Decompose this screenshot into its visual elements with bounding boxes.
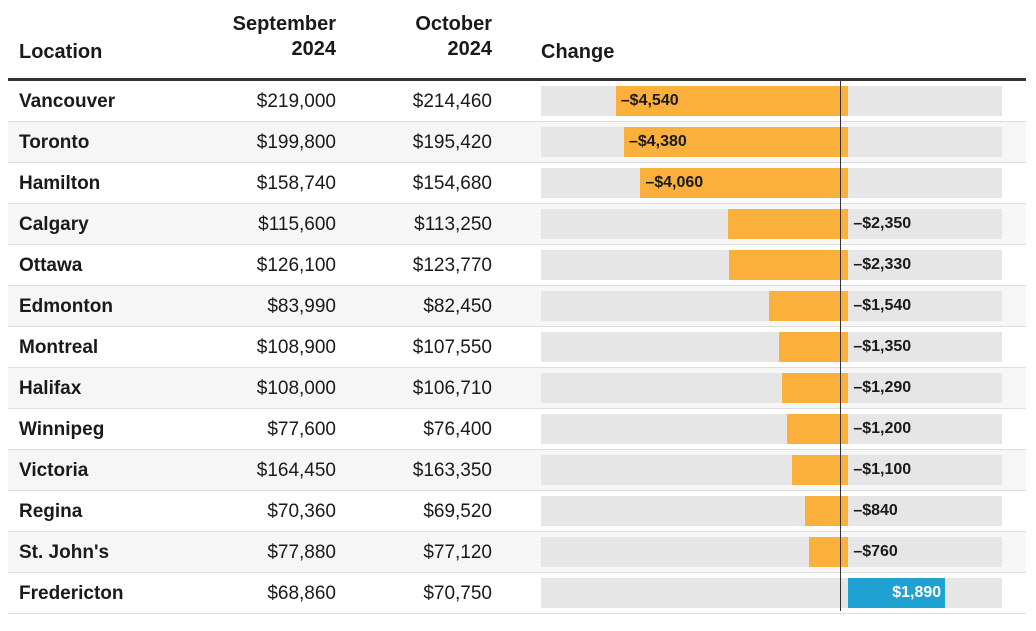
september-value-cell: $164,450 <box>256 460 336 481</box>
change-bar-negative <box>769 291 849 321</box>
header-october-line2: 2024 <box>447 38 493 60</box>
change-value-label: –$840 <box>853 502 898 519</box>
change-bar-track <box>541 496 1002 526</box>
change-bar-track <box>541 332 1002 362</box>
table-row: Victoria $164,450 $163,350 –$1,100 <box>8 450 1026 491</box>
table-header: Location September 2024 October 2024 Cha… <box>8 0 1026 81</box>
table-row: Calgary $115,600 $113,250 –$2,350 <box>8 204 1026 245</box>
change-bar-negative <box>779 332 849 362</box>
header-september-line2: 2024 <box>291 38 337 60</box>
october-value-cell: $106,710 <box>412 378 492 399</box>
september-value-cell: $77,880 <box>267 542 336 563</box>
october-value-cell: $214,460 <box>412 91 492 112</box>
october-value-cell: $113,250 <box>414 214 492 235</box>
location-cell: Edmonton <box>19 296 113 317</box>
september-value-cell: $68,860 <box>267 583 336 604</box>
location-cell: Hamilton <box>19 173 101 194</box>
change-value-label: –$4,380 <box>628 133 687 150</box>
change-bar-track <box>541 373 1002 403</box>
table-row: Ottawa $126,100 $123,770 –$2,330 <box>8 245 1026 286</box>
september-value-cell: $70,360 <box>267 501 336 522</box>
table-row: St. John's $77,880 $77,120 –$760 <box>8 532 1026 573</box>
location-cell: Fredericton <box>19 583 124 604</box>
header-october: October 2024 <box>415 12 492 62</box>
change-value-label: –$4,540 <box>620 92 679 109</box>
september-value-cell: $83,990 <box>267 296 336 317</box>
change-value-label: –$1,290 <box>853 379 912 396</box>
table-row: Regina $70,360 $69,520 –$840 <box>8 491 1026 532</box>
october-value-cell: $163,350 <box>412 460 492 481</box>
change-bar-positive <box>848 578 946 608</box>
september-value-cell: $219,000 <box>256 91 336 112</box>
september-value-cell: $199,800 <box>256 132 336 153</box>
change-bar-negative <box>782 373 849 403</box>
october-value-cell: $195,420 <box>412 132 492 153</box>
october-value-cell: $82,450 <box>423 296 492 317</box>
location-cell: Regina <box>19 501 83 522</box>
header-location: Location <box>19 41 103 63</box>
location-cell: Victoria <box>19 460 89 481</box>
september-value-cell: $108,000 <box>256 378 336 399</box>
table-row: Toronto $199,800 $195,420 –$4,380 <box>8 122 1026 163</box>
location-cell: Vancouver <box>19 91 116 112</box>
change-value-label: $1,890 <box>892 584 942 601</box>
change-bar-negative <box>809 537 849 567</box>
location-cell: Halifax <box>19 378 82 399</box>
october-value-cell: $69,520 <box>423 501 492 522</box>
change-value-label: –$760 <box>853 543 898 560</box>
change-bar-negative <box>615 86 849 116</box>
location-cell: Ottawa <box>19 255 83 276</box>
september-value-cell: $158,740 <box>256 173 336 194</box>
change-bar-track <box>541 537 1002 567</box>
data-table: Location September 2024 October 2024 Cha… <box>8 0 1026 614</box>
change-bar-negative <box>791 455 849 485</box>
change-bar-negative <box>640 168 849 198</box>
change-value-label: –$2,350 <box>853 215 912 232</box>
table-row: Fredericton $68,860 $70,750 $1,890 <box>8 573 1026 614</box>
change-bar-track <box>541 455 1002 485</box>
header-october-line1: October <box>415 13 492 35</box>
table-row: Vancouver $219,000 $214,460 –$4,540 <box>8 81 1026 122</box>
location-cell: Montreal <box>19 337 99 358</box>
september-value-cell: $108,900 <box>256 337 336 358</box>
change-bar-negative <box>786 414 849 444</box>
september-value-cell: $77,600 <box>267 419 336 440</box>
location-cell: St. John's <box>19 542 110 563</box>
location-cell: Calgary <box>19 214 89 235</box>
table-row: Montreal $108,900 $107,550 –$1,350 <box>8 327 1026 368</box>
change-bar-negative <box>805 496 849 526</box>
october-value-cell: $76,400 <box>423 419 492 440</box>
september-value-cell: $115,600 <box>258 214 336 235</box>
october-value-cell: $70,750 <box>423 583 492 604</box>
location-cell: Toronto <box>19 132 90 153</box>
change-value-label: –$2,330 <box>853 256 912 273</box>
change-value-label: –$1,350 <box>853 338 912 355</box>
table-row: Winnipeg $77,600 $76,400 –$1,200 <box>8 409 1026 450</box>
table-row: Hamilton $158,740 $154,680 –$4,060 <box>8 163 1026 204</box>
table-row: Halifax $108,000 $106,710 –$1,290 <box>8 368 1026 409</box>
location-cell: Winnipeg <box>19 419 105 440</box>
change-bar-negative <box>727 209 849 239</box>
header-september-line1: September <box>232 13 336 35</box>
october-value-cell: $107,550 <box>412 337 492 358</box>
table-body: Vancouver $219,000 $214,460 –$4,540 Toronto $… <box>8 81 1026 614</box>
change-bar-track <box>541 414 1002 444</box>
september-value-cell: $126,100 <box>256 255 336 276</box>
change-value-label: –$1,540 <box>853 297 912 314</box>
change-bar-negative <box>728 250 849 280</box>
header-change: Change <box>541 41 615 63</box>
october-value-cell: $77,120 <box>423 542 492 563</box>
table-row: Edmonton $83,990 $82,450 –$1,540 <box>8 286 1026 327</box>
october-value-cell: $123,770 <box>412 255 492 276</box>
october-value-cell: $154,680 <box>412 173 492 194</box>
change-bar-negative <box>623 127 849 157</box>
header-september: September 2024 <box>233 12 336 62</box>
change-value-label: –$4,060 <box>645 174 704 191</box>
change-value-label: –$1,200 <box>853 420 912 437</box>
zero-axis-line <box>840 79 841 611</box>
change-value-label: –$1,100 <box>853 461 912 478</box>
